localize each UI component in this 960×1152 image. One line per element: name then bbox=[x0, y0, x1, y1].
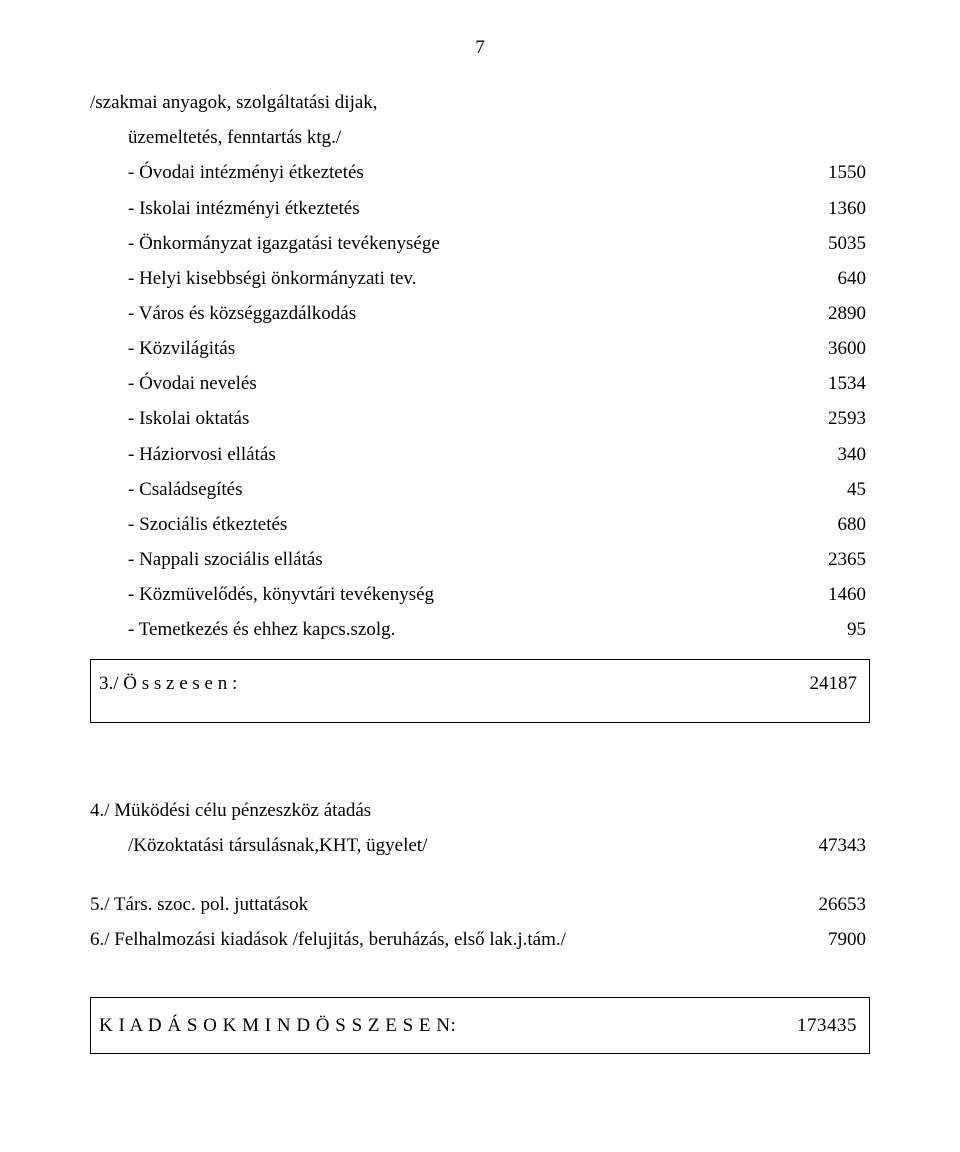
line-item: - Helyi kisebbségi önkormányzati tev. 64… bbox=[90, 261, 870, 296]
item-label: - Óvodai intézményi étkeztetés bbox=[128, 155, 780, 190]
section-6-label: 6./ Felhalmozási kiadások /felujitás, be… bbox=[90, 922, 780, 957]
item-value: 640 bbox=[780, 261, 870, 296]
item-value: 95 bbox=[780, 612, 870, 647]
line-item: - Város és községgazdálkodás 2890 bbox=[90, 296, 870, 331]
section-5: 5./ Társ. szoc. pol. juttatások 26653 bbox=[90, 887, 870, 922]
item-value: 1550 bbox=[780, 155, 870, 190]
grand-total-label: K I A D Á S O K M I N D Ö S S Z E S E N: bbox=[99, 1008, 456, 1043]
subtotal-label: 3./ Ö s s z e s e n : bbox=[99, 666, 771, 701]
section-4-sub: /Közoktatási társulásnak,KHT, ügyelet/ 4… bbox=[90, 828, 870, 863]
item-value: 2365 bbox=[780, 542, 870, 577]
item-label: - Háziorvosi ellátás bbox=[128, 437, 780, 472]
line-item: - Háziorvosi ellátás 340 bbox=[90, 437, 870, 472]
grand-total-box: K I A D Á S O K M I N D Ö S S Z E S E N:… bbox=[90, 997, 870, 1054]
item-value: 680 bbox=[780, 507, 870, 542]
section-6-value: 7900 bbox=[780, 922, 870, 957]
item-value: 3600 bbox=[780, 331, 870, 366]
item-label: - Város és községgazdálkodás bbox=[128, 296, 780, 331]
header-line-2: üzemeltetés, fenntartás ktg./ bbox=[90, 120, 870, 155]
item-label: - Közvilágitás bbox=[128, 331, 780, 366]
item-label: - Családsegítés bbox=[128, 472, 780, 507]
line-item: - Temetkezés és ehhez kapcs.szolg. 95 bbox=[90, 612, 870, 647]
item-label: - Önkormányzat igazgatási tevékenysége bbox=[128, 226, 780, 261]
item-value: 1360 bbox=[780, 191, 870, 226]
line-item: - Önkormányzat igazgatási tevékenysége 5… bbox=[90, 226, 870, 261]
line-item: - Közmüvelődés, könyvtári tevékenység 14… bbox=[90, 577, 870, 612]
item-label: - Nappali szociális ellátás bbox=[128, 542, 780, 577]
line-item: - Családsegítés 45 bbox=[90, 472, 870, 507]
line-item: - Iskolai oktatás 2593 bbox=[90, 401, 870, 436]
subtotal-value: 24187 bbox=[771, 666, 861, 701]
item-value: 5035 bbox=[780, 226, 870, 261]
section-4-sub-label: /Közoktatási társulásnak,KHT, ügyelet/ bbox=[128, 828, 780, 863]
section-5-value: 26653 bbox=[780, 887, 870, 922]
line-item: - Nappali szociális ellátás 2365 bbox=[90, 542, 870, 577]
item-label: - Óvodai nevelés bbox=[128, 366, 780, 401]
item-value: 2890 bbox=[780, 296, 870, 331]
header-line-1: /szakmai anyagok, szolgáltatási dijak, bbox=[90, 85, 870, 120]
item-value: 45 bbox=[780, 472, 870, 507]
subtotal-box: 3./ Ö s s z e s e n : 24187 bbox=[90, 659, 870, 722]
item-label: - Temetkezés és ehhez kapcs.szolg. bbox=[128, 612, 780, 647]
section-6: 6./ Felhalmozási kiadások /felujitás, be… bbox=[90, 922, 870, 957]
section-5-label: 5./ Társ. szoc. pol. juttatások bbox=[90, 887, 780, 922]
item-label: - Iskolai intézményi étkeztetés bbox=[128, 191, 780, 226]
item-label: - Iskolai oktatás bbox=[128, 401, 780, 436]
item-value: 340 bbox=[780, 437, 870, 472]
line-item: - Óvodai nevelés 1534 bbox=[90, 366, 870, 401]
line-item: - Iskolai intézményi étkeztetés 1360 bbox=[90, 191, 870, 226]
page-number: 7 bbox=[90, 30, 870, 65]
grand-total-value: 173435 bbox=[771, 1008, 861, 1043]
item-label: - Közmüvelődés, könyvtári tevékenység bbox=[128, 577, 780, 612]
line-item: - Szociális étkeztetés 680 bbox=[90, 507, 870, 542]
item-value: 2593 bbox=[780, 401, 870, 436]
item-label: - Helyi kisebbségi önkormányzati tev. bbox=[128, 261, 780, 296]
item-value: 1460 bbox=[780, 577, 870, 612]
line-item: - Közvilágitás 3600 bbox=[90, 331, 870, 366]
item-label: - Szociális étkeztetés bbox=[128, 507, 780, 542]
item-value: 1534 bbox=[780, 366, 870, 401]
line-item: - Óvodai intézményi étkeztetés 1550 bbox=[90, 155, 870, 190]
section-4-title: 4./ Müködési célu pénzeszköz átadás bbox=[90, 793, 870, 828]
section-4-sub-value: 47343 bbox=[780, 828, 870, 863]
